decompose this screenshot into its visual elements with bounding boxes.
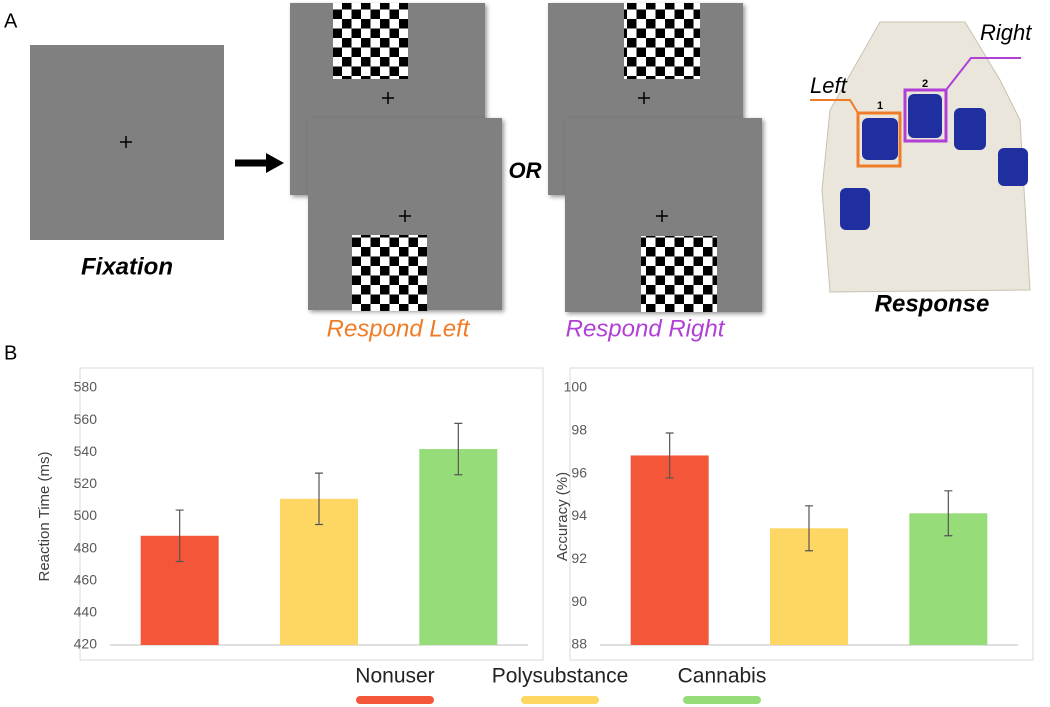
right-label: Right — [980, 20, 1032, 45]
legend-label: Polysubstance — [492, 665, 629, 688]
response-caption: Response — [875, 290, 990, 317]
button-number: 2 — [922, 78, 928, 90]
y-tick-label: 580 — [74, 379, 98, 395]
error-bar — [315, 472, 323, 526]
legend-label: Nonuser — [355, 665, 434, 688]
y-tick-label: 420 — [74, 636, 98, 652]
y-tick-label: 460 — [74, 571, 98, 587]
error-bar — [805, 505, 813, 552]
y-tick-label: 88 — [571, 636, 587, 652]
error-bar — [944, 490, 953, 537]
error-bar — [454, 422, 463, 476]
stimulus-left — [290, 3, 502, 311]
y-tick-label: 92 — [571, 550, 587, 566]
legend-swatch — [521, 696, 599, 704]
error-bar — [665, 432, 674, 479]
bar — [419, 449, 498, 645]
y-tick-label: 440 — [74, 604, 98, 620]
arrow-head — [266, 153, 284, 173]
stimulus-right — [548, 3, 762, 312]
legend-swatch — [356, 696, 434, 704]
y-tick-label: 100 — [564, 379, 588, 395]
fixation-caption: Fixation — [81, 253, 173, 280]
fixation-cross — [120, 136, 132, 148]
y-tick-label: 540 — [74, 443, 98, 459]
y-tick-label: 560 — [74, 411, 98, 427]
panel-label: A — [4, 10, 18, 32]
y-tick-label: 98 — [571, 422, 587, 438]
legend-label: Cannabis — [678, 665, 767, 688]
error-bar — [175, 509, 184, 563]
or-label: OR — [509, 158, 542, 183]
y-tick-label: 94 — [571, 507, 587, 523]
legend-swatch — [683, 696, 761, 704]
y-tick-label: 480 — [74, 539, 98, 555]
y-tick-label: 90 — [571, 593, 587, 609]
y-axis-label: Accuracy (%) — [554, 472, 571, 561]
bar — [630, 455, 709, 645]
response-device — [810, 21, 1031, 293]
left-label: Left — [810, 73, 848, 98]
panel-label: B — [4, 342, 17, 364]
button-number: 1 — [877, 100, 883, 112]
y-tick-label: 96 — [571, 464, 587, 480]
y-tick-label: 500 — [74, 507, 98, 523]
respond-left: Respond Left — [327, 315, 471, 342]
plot-frame — [79, 367, 544, 661]
respond-right: Respond Right — [566, 315, 726, 342]
y-tick-label: 520 — [74, 475, 98, 491]
plot-frame — [569, 367, 1034, 661]
y-axis-label: Reaction Time (ms) — [36, 451, 53, 581]
